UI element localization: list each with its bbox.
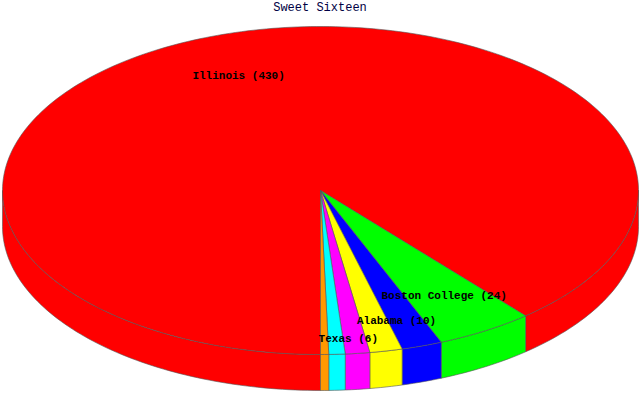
svg-text:Boston College (24): Boston College (24) <box>381 290 506 302</box>
svg-text:Alabama (10): Alabama (10) <box>357 315 436 327</box>
svg-text:Illinois (430): Illinois (430) <box>192 69 284 81</box>
svg-text:Texas (6): Texas (6) <box>319 333 378 345</box>
html-text:Sweet Sixteen: Sweet Sixteen <box>273 1 367 15</box>
